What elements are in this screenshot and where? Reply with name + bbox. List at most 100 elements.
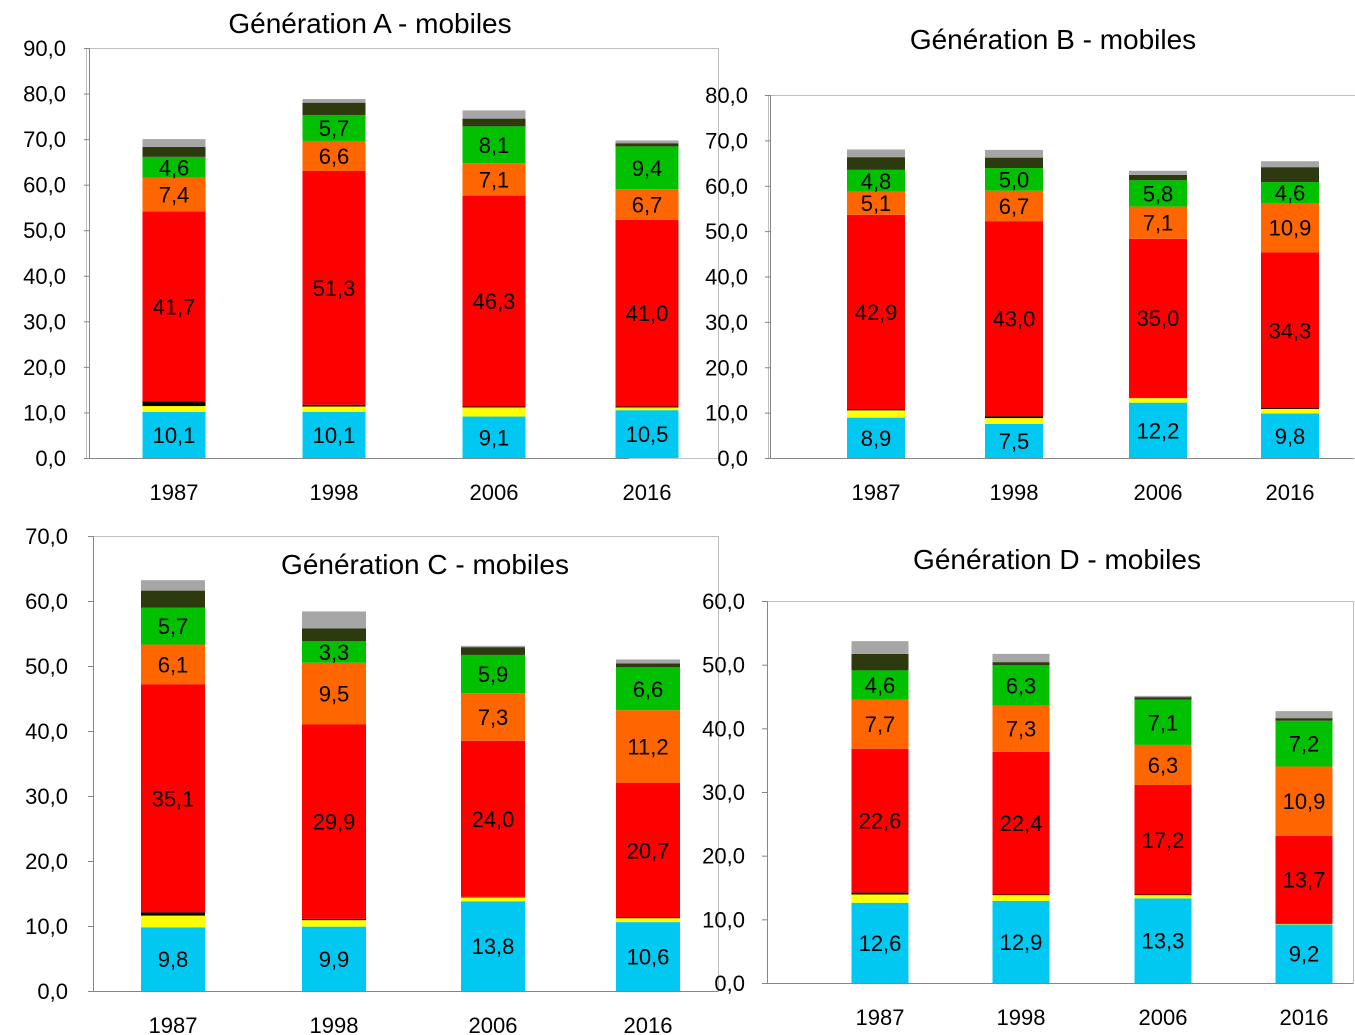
x-tick-label: 1987: [852, 480, 901, 505]
data-label: 7,7: [865, 712, 896, 737]
bar-segment: [1275, 923, 1333, 925]
bar-segment: [462, 406, 526, 408]
bar-segment: [1275, 924, 1333, 983]
bar-segment: [302, 628, 366, 642]
bar-segment: [851, 670, 909, 700]
bar-segment: [1134, 894, 1192, 896]
bar-segment: [141, 912, 205, 916]
x-tick-label: 1987: [856, 1005, 905, 1030]
bar-segment: [847, 169, 905, 192]
bar-segment: [847, 410, 905, 418]
bar-segment: [142, 156, 206, 178]
bar-segment: [141, 580, 205, 591]
data-label: 9,9: [319, 947, 350, 972]
y-tick-label: 30,0: [25, 784, 68, 809]
y-tick-label: 0,0: [35, 446, 66, 471]
data-label: 5,9: [478, 662, 509, 687]
data-label: 22,4: [1000, 811, 1043, 836]
data-label: 43,0: [993, 307, 1036, 332]
bar-segment: [302, 171, 366, 405]
bar-segment: [302, 662, 366, 725]
bar-segment: [615, 143, 679, 147]
bar-segment: [142, 406, 206, 412]
bar-segment: [141, 607, 205, 645]
bar-segment: [1134, 898, 1192, 983]
data-label: 6,7: [632, 192, 663, 217]
bar-segment: [461, 897, 525, 902]
data-label: 4,6: [1275, 181, 1306, 206]
data-label: 5,8: [1143, 181, 1174, 206]
data-label: 13,7: [1283, 868, 1326, 893]
y-tick-label: 50,0: [702, 653, 745, 678]
data-label: 42,9: [855, 300, 898, 325]
y-tick-label: 90,0: [23, 36, 66, 61]
bar-segment: [462, 118, 526, 127]
data-label: 10,9: [1283, 789, 1326, 814]
data-label: 7,2: [1289, 732, 1320, 757]
y-tick-label: 30,0: [705, 310, 748, 335]
bar-segment: [616, 667, 680, 711]
bar-segment: [616, 663, 680, 668]
bar-segment: [302, 99, 366, 103]
y-tick-label: 0,0: [717, 446, 748, 471]
bar-segment: [302, 140, 366, 171]
bar-segment: [1134, 699, 1192, 745]
bar-segment: [302, 102, 366, 115]
data-label: 9,8: [158, 947, 189, 972]
data-label: 20,7: [627, 838, 670, 863]
x-tick-label: 2016: [624, 1013, 673, 1035]
bar-segment: [992, 894, 1050, 896]
bar-segment: [847, 214, 905, 410]
data-label: 12,2: [1137, 418, 1180, 443]
chart-title: Génération B - mobiles: [910, 24, 1196, 55]
y-tick-label: 80,0: [705, 83, 748, 108]
data-label: 7,1: [1143, 211, 1174, 236]
bar-segment: [615, 146, 679, 190]
bar-segment: [1275, 720, 1333, 767]
data-label: 11,2: [627, 735, 668, 760]
bar-segment: [1134, 697, 1192, 700]
y-tick-label: 70,0: [23, 127, 66, 152]
bar-segment: [992, 895, 1050, 901]
y-tick-label: 10,0: [23, 400, 66, 425]
data-label: 7,1: [479, 167, 510, 192]
data-label: 10,6: [627, 945, 670, 970]
bar-segment: [985, 168, 1043, 191]
data-label: 7,3: [478, 705, 509, 730]
bar-segment: [851, 641, 909, 654]
bar-segment: [302, 918, 366, 921]
data-label: 10,9: [1269, 216, 1312, 241]
y-tick-label: 40,0: [705, 265, 748, 290]
bar-segment: [141, 684, 205, 913]
y-tick-label: 60,0: [25, 589, 68, 614]
x-tick-label: 1998: [310, 480, 359, 505]
bar-segment: [462, 195, 526, 407]
data-label: 4,6: [865, 673, 896, 698]
bar-segment: [616, 659, 680, 664]
bar-segment: [851, 699, 909, 749]
bar-segment: [615, 410, 679, 458]
data-label: 6,1: [158, 652, 189, 677]
data-label: 13,8: [472, 934, 515, 959]
y-tick-label: 60,0: [705, 174, 748, 199]
bar-segment: [1261, 167, 1319, 183]
bar-segment: [1275, 766, 1333, 836]
data-label: 35,1: [152, 786, 195, 811]
data-label: 4,8: [861, 169, 892, 194]
bar-segment: [615, 407, 679, 411]
bar-segment: [302, 406, 366, 412]
data-label: 6,7: [999, 194, 1030, 219]
chart-title: Génération D - mobiles: [913, 544, 1201, 575]
y-tick-label: 50,0: [25, 654, 68, 679]
bar-segment: [985, 190, 1043, 222]
bar-segment: [142, 146, 206, 157]
bar-segment: [1261, 161, 1319, 168]
data-label: 22,6: [859, 809, 902, 834]
bar-segment: [302, 114, 366, 141]
bar-segment: [462, 110, 526, 119]
data-label: 9,8: [1275, 424, 1306, 449]
bar-segment: [142, 411, 206, 458]
data-label: 6,6: [319, 144, 350, 169]
bar-segment: [985, 418, 1043, 424]
